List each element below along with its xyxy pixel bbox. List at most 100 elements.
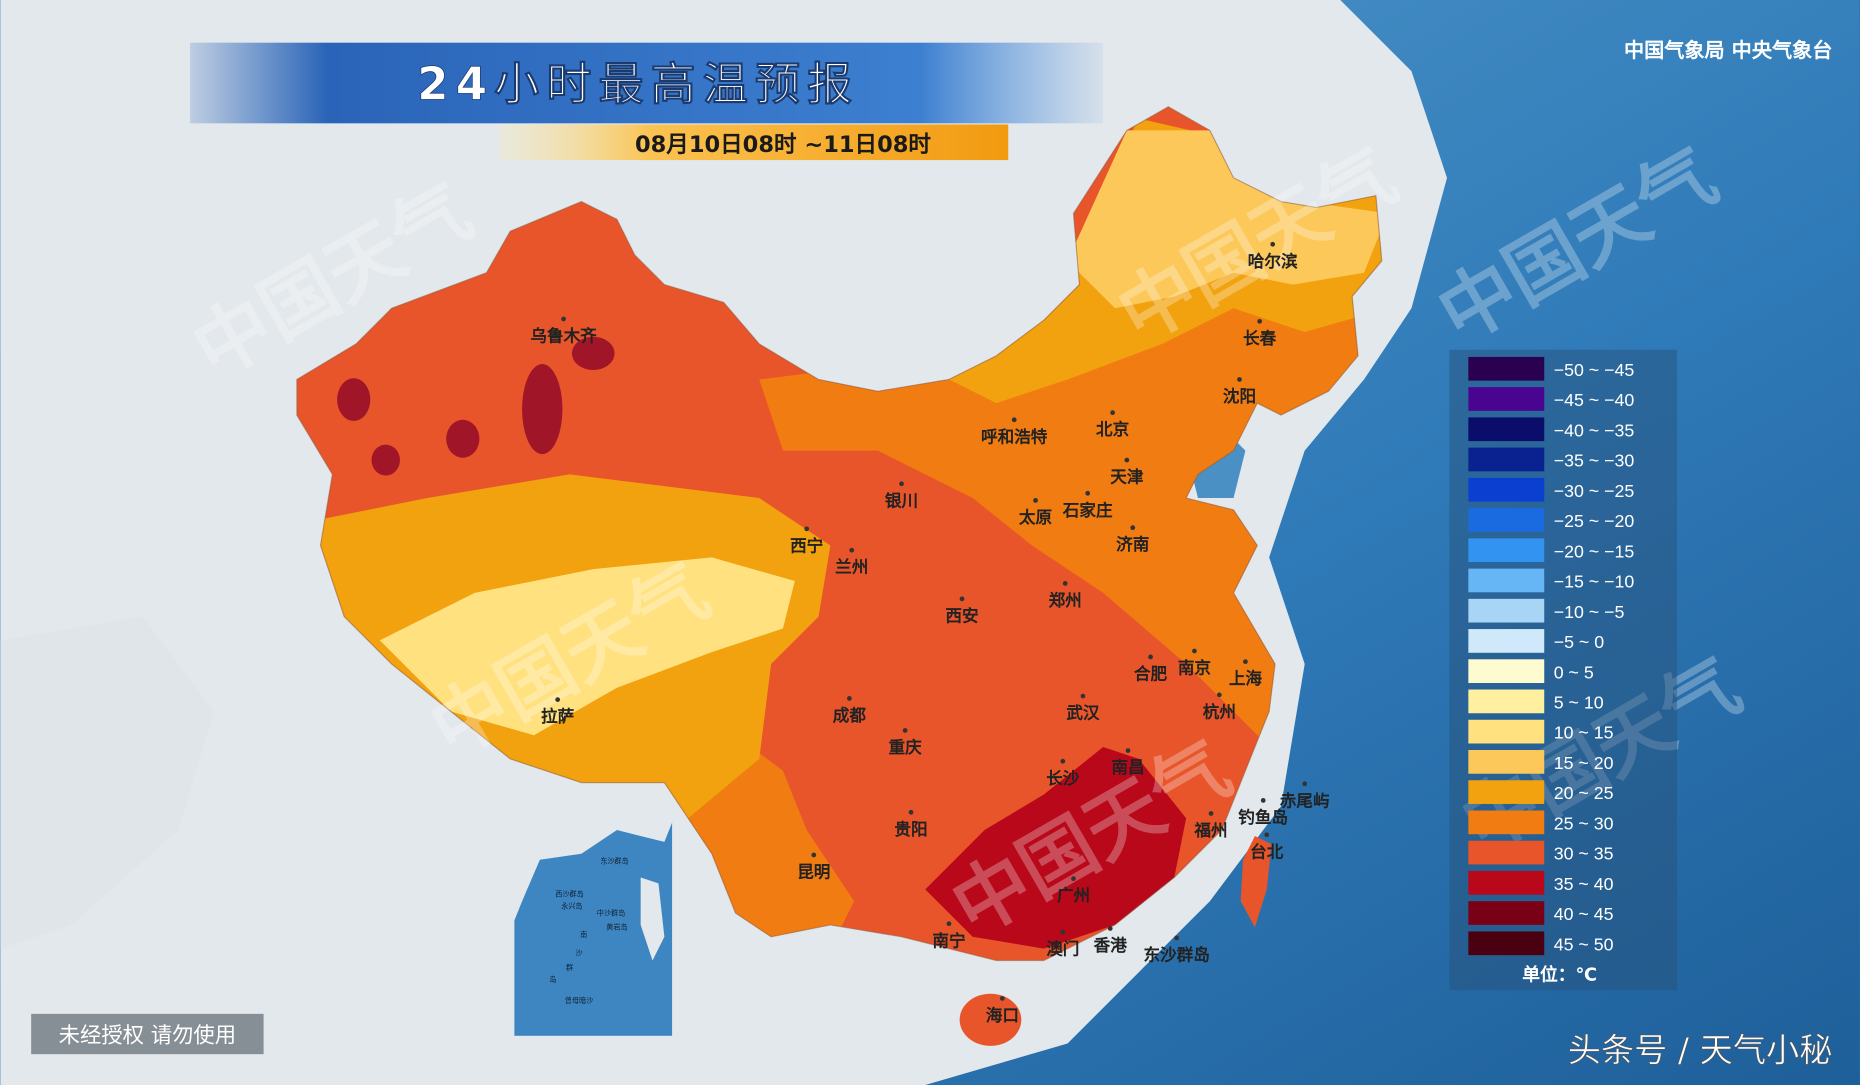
legend-label: 0 ~ 5 <box>1554 662 1594 682</box>
legend-label: 20 ~ 25 <box>1554 783 1614 803</box>
inset-label: 黄岩岛 <box>606 923 627 932</box>
taiwan-island <box>1240 835 1272 928</box>
legend-swatch <box>1468 417 1545 442</box>
legend-label: −20 ~ −15 <box>1554 541 1635 561</box>
title-banner <box>190 42 1104 124</box>
legend-swatch <box>1468 810 1545 835</box>
city-label: 福州 <box>1193 820 1227 840</box>
legend-label: 25 ~ 30 <box>1554 813 1614 833</box>
city-label: 西宁 <box>790 535 823 555</box>
legend-unit: 单位：℃ <box>1522 964 1597 986</box>
city-dot <box>946 921 952 927</box>
zone-35-40-xinjiang-2 <box>371 444 400 476</box>
legend-label: −50 ~ −45 <box>1554 360 1635 380</box>
city-label: 东沙群岛 <box>1143 944 1209 964</box>
city-dot <box>1011 417 1017 423</box>
city-label: 南宁 <box>932 930 965 950</box>
city-dot <box>1124 457 1130 463</box>
legend-swatch <box>1468 689 1545 714</box>
city-label: 长沙 <box>1046 768 1080 788</box>
city-dot <box>1085 490 1091 496</box>
city-label: 拉萨 <box>541 706 575 726</box>
city-dot <box>902 728 908 733</box>
city-label: 济南 <box>1116 534 1149 554</box>
legend: −50 ~ −45 −45 ~ −40 −40 ~ −35 −35 ~ −30 −30 … <box>1468 356 1635 956</box>
city-dot <box>1302 781 1308 787</box>
legend-label: −40 ~ −35 <box>1554 420 1635 440</box>
city-dot <box>899 481 904 487</box>
city-label: 银川 <box>885 490 918 510</box>
legend-swatch <box>1468 538 1545 563</box>
legend-swatch <box>1468 719 1545 744</box>
city-label: 南昌 <box>1111 757 1144 777</box>
city-dot <box>561 316 566 322</box>
page-title: 24小时最高温预报 <box>417 58 859 111</box>
time-range: 08月10日08时 ~11日08时 <box>635 132 931 158</box>
date-bar <box>498 124 1009 161</box>
city-label: 广州 <box>1057 885 1090 905</box>
land-background-west <box>0 616 214 949</box>
inset-label: 南 <box>580 930 587 939</box>
agency-label: 中国气象局 中央气象台 <box>1624 38 1832 62</box>
city-label: 杭州 <box>1203 701 1236 721</box>
city-label: 沈阳 <box>1223 386 1256 406</box>
city-label: 太原 <box>1019 507 1053 527</box>
city-dot <box>1110 410 1115 416</box>
city-label: 香港 <box>1094 935 1128 955</box>
city-dot <box>1060 758 1066 764</box>
unauthorized-notice: 未经授权 请勿使用 <box>59 1023 236 1048</box>
city-dot <box>1033 498 1038 503</box>
legend-label: −25 ~ −20 <box>1554 511 1635 531</box>
legend-swatch <box>1468 568 1545 593</box>
city-dot <box>1257 318 1263 324</box>
city-label: 郑州 <box>1049 590 1082 610</box>
city-dot <box>999 996 1005 1001</box>
city-dot <box>804 526 810 532</box>
city-label: 呼和浩特 <box>981 426 1048 446</box>
legend-label: −15 ~ −10 <box>1554 572 1635 592</box>
source-credit: 头条号 / 天气小秘 <box>1568 1030 1833 1069</box>
inset-label: 岛 <box>549 975 556 984</box>
city-label: 长春 <box>1243 328 1277 348</box>
inset-label: 曾母暗沙 <box>565 996 593 1005</box>
city-dot <box>1237 377 1242 382</box>
city-label: 赤尾屿 <box>1280 790 1330 810</box>
legend-swatch <box>1468 750 1545 774</box>
legend-swatch <box>1468 356 1545 381</box>
zone-35-40-xinjiang-1 <box>337 378 371 421</box>
city-label: 台北 <box>1250 841 1284 861</box>
city-dot <box>1243 659 1248 665</box>
city-label: 澳门 <box>1046 939 1079 959</box>
legend-swatch <box>1468 901 1545 925</box>
zone-35-40-xinjiang-3 <box>446 419 480 458</box>
legend-label: 40 ~ 45 <box>1554 904 1614 924</box>
city-label: 贵阳 <box>894 819 927 839</box>
legend-swatch <box>1468 447 1545 472</box>
legend-label: 5 ~ 10 <box>1554 693 1604 713</box>
legend-label: 35 ~ 40 <box>1554 874 1614 894</box>
inset-label: 永兴岛 <box>561 901 582 910</box>
city-dot <box>555 697 561 702</box>
city-label: 成都 <box>833 705 867 725</box>
inset-label: 西沙群岛 <box>555 889 583 898</box>
legend-swatch <box>1468 477 1545 502</box>
legend-swatch <box>1468 659 1545 684</box>
inset-label: 东沙群岛 <box>600 856 628 865</box>
city-dot <box>1071 876 1076 882</box>
legend-label: −5 ~ 0 <box>1554 632 1605 652</box>
legend-swatch <box>1468 508 1545 532</box>
city-label: 兰州 <box>835 557 868 577</box>
legend-label: −10 ~ −5 <box>1554 602 1625 622</box>
city-dot <box>1216 692 1222 698</box>
legend-label: 30 ~ 35 <box>1554 844 1614 864</box>
city-dot <box>908 809 914 815</box>
legend-swatch <box>1468 870 1545 895</box>
legend-swatch <box>1468 780 1545 804</box>
city-dot <box>1125 748 1131 753</box>
legend-swatch <box>1468 931 1545 956</box>
city-dot <box>1192 648 1197 654</box>
legend-label: −35 ~ −30 <box>1554 451 1635 471</box>
